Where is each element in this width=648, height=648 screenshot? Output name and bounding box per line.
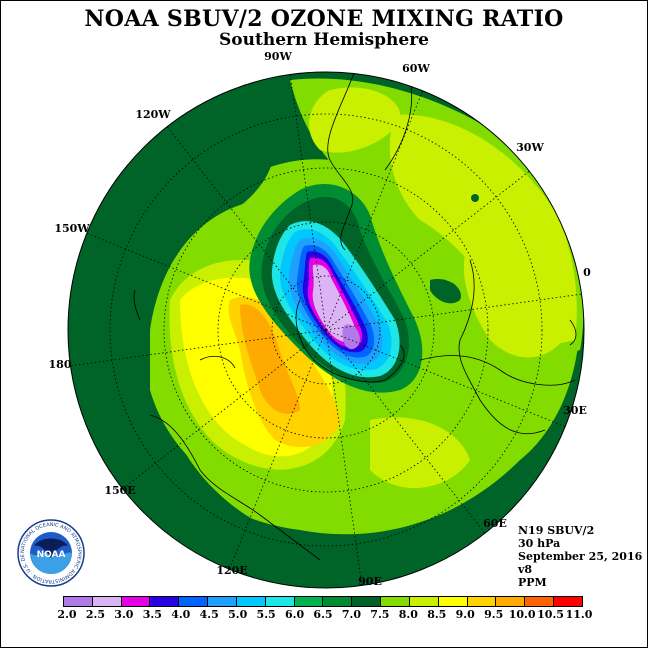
longitude-labels: 90W 60W 30W 0 30E 60E 90E 120E 150E 180 150W 120W — [49, 50, 592, 588]
colorbar-tick-label: 7.5 — [370, 608, 390, 621]
info-date: September 25, 2016 — [518, 550, 643, 563]
meridian-line — [325, 329, 566, 428]
info-block: N19 SBUV/2 30 hPa September 25, 2016 v8 … — [518, 524, 642, 589]
longitude-label: 60W — [402, 62, 430, 75]
colorbar-tick-label: 3.5 — [142, 608, 162, 621]
colorbar-tick-label: 5.0 — [228, 608, 248, 621]
meridian-line — [325, 329, 363, 586]
noaa-logo: NATIONAL OCEANIC AND ATMOSPHERIC ADMINIS… — [16, 518, 85, 587]
longitude-label: 30E — [563, 404, 587, 417]
colorbar-tick-label: 11.0 — [565, 608, 593, 621]
colorbar-tick-label: 7.0 — [341, 608, 362, 621]
colorbar-segment — [236, 597, 266, 606]
longitude-label: 180 — [49, 358, 72, 371]
meridian-line — [325, 170, 530, 331]
meridian-line — [122, 329, 327, 490]
longitude-label: 30W — [516, 141, 544, 154]
colorbar-tick-label: 6.0 — [284, 608, 305, 621]
info-version: v8 — [518, 563, 533, 576]
meridian-line — [70, 329, 327, 367]
colorbar-segment — [179, 597, 209, 606]
meridian-line — [86, 232, 327, 331]
colorbar-tick-label: 2.0 — [57, 608, 77, 621]
colorbar-segment — [525, 597, 555, 606]
colorbar-segment — [92, 597, 122, 606]
longitude-label: 90W — [264, 50, 292, 63]
colorbar-segment — [294, 597, 324, 606]
colorbar-tick-label: 9.0 — [455, 608, 475, 621]
colorbar-tick-label: 8.0 — [398, 608, 418, 621]
meridian-line — [325, 329, 486, 534]
colorbar-tick-label: 2.5 — [85, 608, 106, 621]
colorbar-tick-label: 3.0 — [114, 608, 134, 621]
longitude-label: 0 — [583, 266, 591, 279]
longitude-label: 150W — [54, 222, 90, 235]
colorbar-tick-label: 9.5 — [484, 608, 504, 621]
colorbar-tick-label: 8.5 — [427, 608, 447, 621]
colorbar-segment — [150, 597, 180, 606]
colorbar-segment — [323, 597, 353, 606]
meridian-line — [166, 126, 327, 331]
colorbar-segment — [496, 597, 526, 606]
info-satellite: N19 SBUV/2 — [518, 524, 595, 537]
map-subtitle: Southern Hemisphere — [219, 30, 429, 50]
colorbar-tick-label: 10.5 — [537, 608, 564, 621]
info-units: PPM — [518, 576, 547, 589]
longitude-label: 60E — [483, 517, 507, 530]
colorbar-segment — [381, 597, 410, 606]
colorbar-segment — [208, 597, 237, 606]
colorbar-tick-label: 6.5 — [313, 608, 333, 621]
meridian-line — [289, 74, 327, 331]
colorbar-segment — [64, 597, 93, 606]
colorbar-segment — [265, 597, 295, 606]
colorbar-tick-label: 5.5 — [256, 608, 276, 621]
longitude-label: 90E — [358, 575, 382, 588]
colorbar-tick-label: 4.0 — [171, 608, 191, 621]
colorbar-segment — [409, 597, 439, 606]
colorbar-segment — [121, 597, 151, 606]
svg-text:NOAA: NOAA — [37, 550, 66, 560]
longitude-label: 150E — [104, 484, 135, 497]
info-level: 30 hPa — [518, 537, 561, 550]
colorbar — [63, 596, 583, 607]
colorbar-tick-label: 10.0 — [508, 608, 536, 621]
colorbar-segment — [352, 597, 382, 606]
meridian-line — [325, 293, 582, 331]
longitude-label: 120W — [135, 108, 171, 121]
graticule — [70, 74, 582, 586]
meridian-line — [325, 90, 424, 331]
longitude-label: 120E — [216, 564, 247, 577]
map-boundary — [67, 71, 585, 589]
colorbar-segment — [438, 597, 468, 606]
colorbar-tick-label: 4.5 — [199, 608, 219, 621]
map-title: NOAA SBUV/2 OZONE MIXING RATIO — [84, 6, 564, 32]
colorbar-tick-labels: 2.0 2.5 3.0 3.5 4.0 4.5 5.0 5.5 6.0 6.5 7.0 7.5 8.0 8… — [0, 608, 648, 622]
colorbar-segment — [554, 597, 582, 606]
meridian-line — [228, 329, 327, 570]
colorbar-segment — [467, 597, 497, 606]
